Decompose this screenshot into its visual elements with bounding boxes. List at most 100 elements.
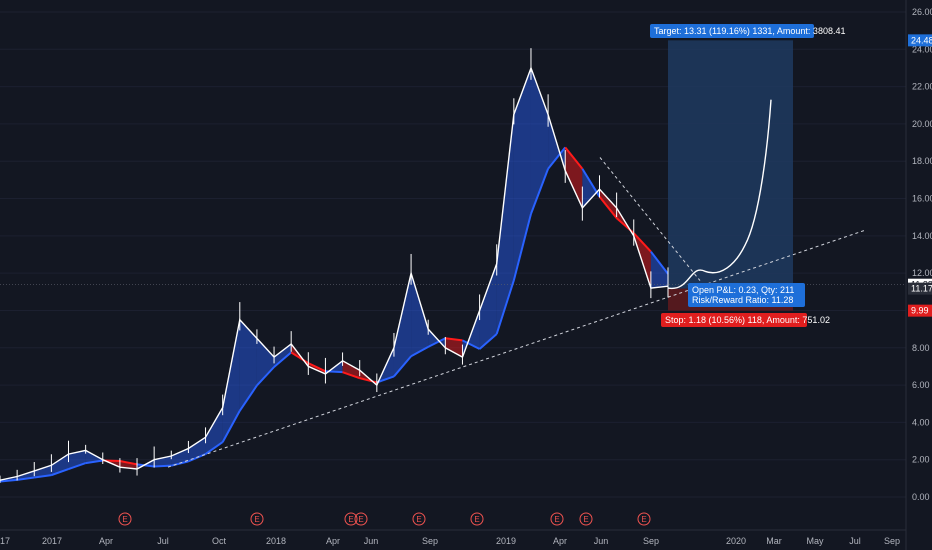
moving-average-segment — [427, 337, 446, 348]
y-tick-label: 8.00 — [912, 343, 930, 353]
projection-line — [667, 99, 772, 289]
y-tick-label: 16.00 — [912, 194, 932, 204]
moving-average-segment — [119, 459, 138, 466]
moving-average-segment — [68, 462, 86, 471]
x-tick-label: Apr — [553, 536, 567, 546]
moving-average-segment — [462, 339, 481, 350]
earnings-marker-label: E — [348, 515, 353, 524]
earnings-marker-label: E — [641, 515, 646, 524]
moving-average-segment — [273, 351, 292, 368]
moving-average-segment — [0, 478, 18, 483]
ribbon-segment — [650, 251, 668, 289]
x-tick-label: Jul — [849, 536, 861, 546]
y-tick-label: 18.00 — [912, 156, 932, 166]
pnl-label-text: Open P&L: 0.23, Qty: 211 — [692, 285, 794, 295]
moving-average-segment — [221, 410, 241, 443]
stop-price-badge — [908, 304, 932, 317]
ribbon-segment — [479, 263, 497, 349]
ribbon-segment — [445, 338, 463, 358]
x-tick-label: Sep — [643, 536, 659, 546]
moving-average-segment — [342, 371, 361, 380]
moving-average-segment — [136, 463, 155, 468]
position-zones — [668, 40, 793, 311]
moving-average-segment — [376, 375, 395, 384]
moving-average-segment — [445, 337, 463, 342]
price-line — [0, 65, 669, 481]
earnings-marker — [118, 512, 132, 526]
ribbon-segment — [85, 450, 103, 464]
y-axis: 0.002.004.006.008.0010.0012.0014.0016.00… — [905, 0, 932, 550]
y-tick-label: 2.00 — [912, 455, 930, 465]
moving-average-segment — [530, 168, 550, 215]
ribbon-segment — [171, 448, 189, 466]
moving-average-segment — [495, 280, 515, 335]
projection-curve — [667, 99, 772, 289]
earnings-marker — [579, 512, 593, 526]
x-tick-label: 2018 — [266, 536, 286, 546]
target-label-box — [650, 24, 814, 38]
earnings-marker-label: E — [416, 515, 421, 524]
earnings-marker — [412, 512, 426, 526]
earnings-marker — [344, 512, 358, 526]
moving-average-segment — [16, 476, 35, 481]
stop-label-text: Stop: 1.18 (10.56%) 118, Amount: 751.02 — [665, 315, 830, 325]
pnl-label-text: Risk/Reward Ratio: 11.28 — [692, 295, 793, 305]
stop-price-badge-text: 9.99 — [911, 306, 929, 316]
y-tick-label: 6.00 — [912, 380, 930, 390]
y-tick-label: 20.00 — [912, 119, 932, 129]
resistance-trendline — [599, 157, 701, 281]
ribbon-segment — [599, 189, 617, 219]
entry-price-badge-text: 11.17 — [911, 284, 932, 294]
moving-average-segment — [51, 468, 69, 477]
moving-average-segment — [393, 355, 412, 378]
moving-average-segment — [564, 146, 584, 170]
trend-lines — [0, 157, 906, 468]
ribbon-segment — [411, 273, 429, 357]
support-trendline — [167, 229, 866, 468]
ribbon-segment — [496, 114, 514, 334]
y-tick-label: 22.00 — [912, 82, 932, 92]
x-tick-label: Jul — [157, 536, 169, 546]
moving-average-segment — [307, 362, 326, 373]
ribbon-segment — [342, 360, 360, 379]
target-price-badge — [908, 34, 932, 47]
earnings-marker-label: E — [583, 515, 588, 524]
x-tick-label: Mar — [766, 536, 782, 546]
entry-price-badge — [908, 282, 932, 295]
moving-average-segment — [547, 146, 567, 170]
y-tick-label: 24.00 — [912, 44, 932, 54]
x-tick-label: Jun — [594, 536, 609, 546]
target-zone — [668, 40, 793, 289]
y-tick-label: 4.00 — [912, 417, 930, 427]
moving-average-segment — [598, 196, 618, 219]
moving-average-segment — [256, 366, 275, 387]
earnings-marker-label: E — [474, 515, 479, 524]
ribbon-segment — [565, 147, 583, 208]
moving-average-segment — [478, 333, 498, 350]
x-tick-label: Sep — [422, 536, 438, 546]
ribbon-segment — [222, 319, 240, 443]
y-tick-label: 14.00 — [912, 231, 932, 241]
x-tick-label: 2017 — [42, 536, 62, 546]
earnings-marker — [550, 512, 564, 526]
earnings-marker-label: E — [358, 515, 363, 524]
moving-average-segment — [34, 474, 52, 479]
y-tick-label: 12.00 — [912, 268, 932, 278]
moving-average-segment — [290, 351, 309, 364]
moving-average-segment — [85, 459, 103, 465]
moving-average-segment — [204, 441, 224, 455]
x-axis: 17 2017 Apr Jul Oct 2018 Apr Jun Sep 2019 Apr Jun Se… — [0, 529, 906, 546]
ribbon-segment — [34, 465, 52, 478]
x-tick-label: 17 — [0, 536, 10, 546]
earnings-marker-label: E — [122, 515, 127, 524]
moving-average-segment — [154, 464, 172, 468]
x-tick-label: Apr — [99, 536, 113, 546]
position-labels: Target: 13.31 (119.16%) 1331, Amount: 38… — [650, 24, 845, 327]
ribbon-segment — [393, 273, 412, 377]
x-tick-label: Oct — [212, 536, 227, 546]
ribbon-segment — [154, 455, 172, 467]
moving-average-segment — [512, 213, 532, 281]
earnings-marker — [637, 512, 651, 526]
